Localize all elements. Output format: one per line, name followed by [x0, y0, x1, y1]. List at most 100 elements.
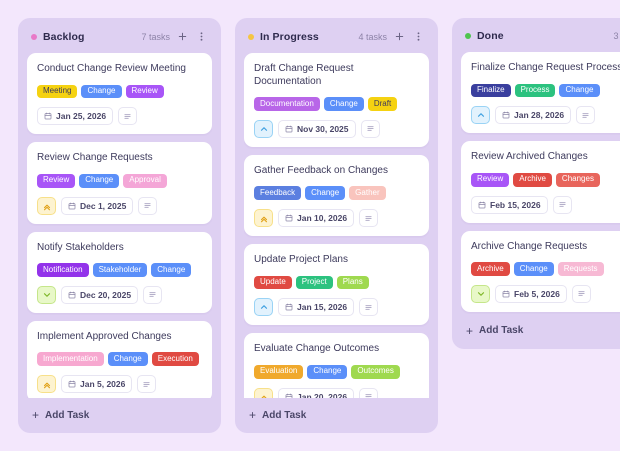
task-tag[interactable]: Execution: [151, 352, 199, 367]
task-card[interactable]: Finalize Change Request Process Finalize P…: [461, 52, 620, 134]
priority-double-chevron-up-icon[interactable]: [254, 387, 273, 398]
task-tag[interactable]: Changes: [555, 172, 600, 187]
due-date-chip[interactable]: Feb 5, 2026: [495, 284, 567, 303]
task-tag[interactable]: Change: [559, 83, 600, 98]
description-icon[interactable]: [359, 209, 379, 228]
due-date-chip[interactable]: Jan 10, 2026: [278, 209, 355, 228]
task-tag[interactable]: Change: [79, 173, 120, 188]
card-list[interactable]: Draft Change Request Documentation Docume…: [244, 53, 429, 398]
priority-chevron-down-icon[interactable]: [37, 285, 56, 304]
task-tag[interactable]: Review: [471, 172, 510, 187]
task-tag[interactable]: Change: [107, 352, 148, 367]
description-icon[interactable]: [571, 284, 591, 303]
task-tag[interactable]: Approval: [123, 173, 167, 188]
description-icon[interactable]: [576, 106, 596, 125]
task-card[interactable]: Update Project Plans Update Project Plans Ja…: [244, 244, 429, 326]
task-tag[interactable]: Review: [37, 173, 76, 188]
description-icon[interactable]: [118, 107, 138, 126]
task-card[interactable]: Review Change Requests Review Change Approv…: [27, 142, 212, 224]
task-card[interactable]: Draft Change Request Documentation Docume…: [244, 53, 429, 147]
task-tag[interactable]: Change: [307, 364, 348, 379]
column-done: Done 3 tasks Finalize Change Request Proce…: [452, 18, 620, 349]
task-tag[interactable]: Meeting: [37, 84, 78, 99]
column-title: In Progress: [260, 30, 319, 43]
add-task-label: Add Task: [479, 325, 524, 337]
add-task-button[interactable]: + Add Task: [27, 398, 212, 433]
description-icon[interactable]: [552, 195, 572, 214]
priority-double-chevron-up-icon[interactable]: [37, 196, 56, 215]
task-tag[interactable]: Feedback: [254, 186, 302, 201]
task-tag[interactable]: Draft: [367, 97, 398, 111]
due-date-chip[interactable]: Jan 20, 2026: [278, 387, 355, 398]
task-tag[interactable]: Change: [81, 84, 122, 99]
due-date-chip[interactable]: Dec 1, 2025: [61, 196, 134, 215]
task-tag[interactable]: Finalize: [471, 83, 511, 98]
priority-double-chevron-up-icon[interactable]: [254, 209, 273, 228]
priority-chevron-down-icon[interactable]: [471, 284, 490, 303]
task-tag[interactable]: Project: [295, 275, 333, 290]
task-tag[interactable]: Documentation: [254, 97, 320, 111]
task-card[interactable]: Implement Approved Changes Implementation…: [27, 320, 212, 398]
due-date-label: Dec 1, 2025: [80, 200, 127, 211]
task-tag-list: Evaluation Change Outcomes: [254, 364, 419, 379]
task-meta: Jan 25, 2026: [37, 107, 202, 126]
priority-chevron-up-icon[interactable]: [254, 119, 273, 138]
task-tag[interactable]: Update: [254, 275, 292, 290]
calendar-icon: [285, 125, 293, 133]
task-tag[interactable]: Change: [151, 263, 192, 277]
description-icon[interactable]: [359, 387, 379, 398]
add-task-plus-icon[interactable]: [176, 30, 189, 43]
task-tag[interactable]: Change: [323, 97, 364, 111]
task-tag[interactable]: Evaluation: [254, 364, 304, 379]
task-tag[interactable]: Change: [305, 186, 346, 201]
priority-double-chevron-up-icon[interactable]: [37, 375, 56, 394]
task-tag[interactable]: Requests: [557, 262, 604, 276]
column-header-done: Done 3 tasks: [461, 28, 620, 52]
due-date-chip[interactable]: Jan 5, 2026: [61, 375, 133, 394]
task-meta: Dec 20, 2025: [37, 285, 202, 304]
description-icon[interactable]: [359, 298, 379, 317]
card-list[interactable]: Conduct Change Review Meeting Meeting Chan…: [27, 53, 212, 398]
due-date-label: Feb 5, 2026: [514, 288, 560, 299]
task-tag[interactable]: Process: [514, 83, 556, 98]
description-icon[interactable]: [137, 375, 157, 394]
due-date-chip[interactable]: Nov 30, 2025: [278, 119, 356, 138]
description-icon[interactable]: [143, 285, 163, 304]
task-tag[interactable]: Stakeholder: [92, 263, 148, 277]
task-tag[interactable]: Review: [125, 84, 164, 99]
task-card[interactable]: Archive Change Requests Archive Change Requ…: [461, 230, 620, 312]
task-tag-list: Implementation Change Execution: [37, 352, 202, 367]
task-tag[interactable]: Archive: [513, 172, 552, 187]
due-date-chip[interactable]: Dec 20, 2025: [61, 285, 139, 304]
task-tag[interactable]: Plans: [336, 275, 369, 290]
add-task-plus-icon[interactable]: [393, 30, 406, 43]
task-count-label: 7 tasks: [141, 31, 170, 42]
task-card[interactable]: Gather Feedback on Changes Feedback Change…: [244, 154, 429, 237]
description-icon[interactable]: [360, 119, 380, 138]
due-date-chip[interactable]: Jan 25, 2026: [37, 107, 114, 126]
priority-chevron-up-icon[interactable]: [254, 298, 273, 317]
task-tag[interactable]: Change: [513, 262, 554, 276]
due-date-chip[interactable]: Jan 28, 2026: [495, 106, 572, 125]
due-date-chip[interactable]: Feb 15, 2026: [471, 195, 548, 214]
column-menu-icon[interactable]: [195, 30, 208, 43]
task-card[interactable]: Evaluate Change Outcomes Evaluation Change…: [244, 333, 429, 398]
due-date-chip[interactable]: Jan 15, 2026: [278, 298, 355, 317]
task-title: Evaluate Change Outcomes: [254, 343, 380, 355]
priority-chevron-up-icon[interactable]: [471, 106, 490, 125]
task-tag[interactable]: Archive: [471, 262, 510, 276]
description-icon[interactable]: [138, 196, 158, 215]
task-card[interactable]: Conduct Change Review Meeting Meeting Chan…: [27, 53, 212, 135]
column-backlog: Backlog 7 tasks Conduct Change Review Meet…: [18, 18, 221, 433]
task-tag[interactable]: Outcomes: [351, 364, 400, 379]
task-tag[interactable]: Notification: [37, 263, 89, 277]
task-card[interactable]: Notify Stakeholders Notification Stakehold…: [27, 231, 212, 313]
card-list[interactable]: Finalize Change Request Process Finalize P…: [461, 52, 620, 314]
task-tag[interactable]: Gather: [349, 186, 386, 201]
task-tag[interactable]: Implementation: [37, 352, 104, 367]
task-title: Review Archived Changes: [471, 151, 588, 163]
add-task-button[interactable]: + Add Task: [244, 398, 429, 433]
column-menu-icon[interactable]: [412, 30, 425, 43]
task-card[interactable]: Review Archived Changes Review Archive Chan…: [461, 141, 620, 223]
add-task-button[interactable]: + Add Task: [461, 314, 620, 349]
